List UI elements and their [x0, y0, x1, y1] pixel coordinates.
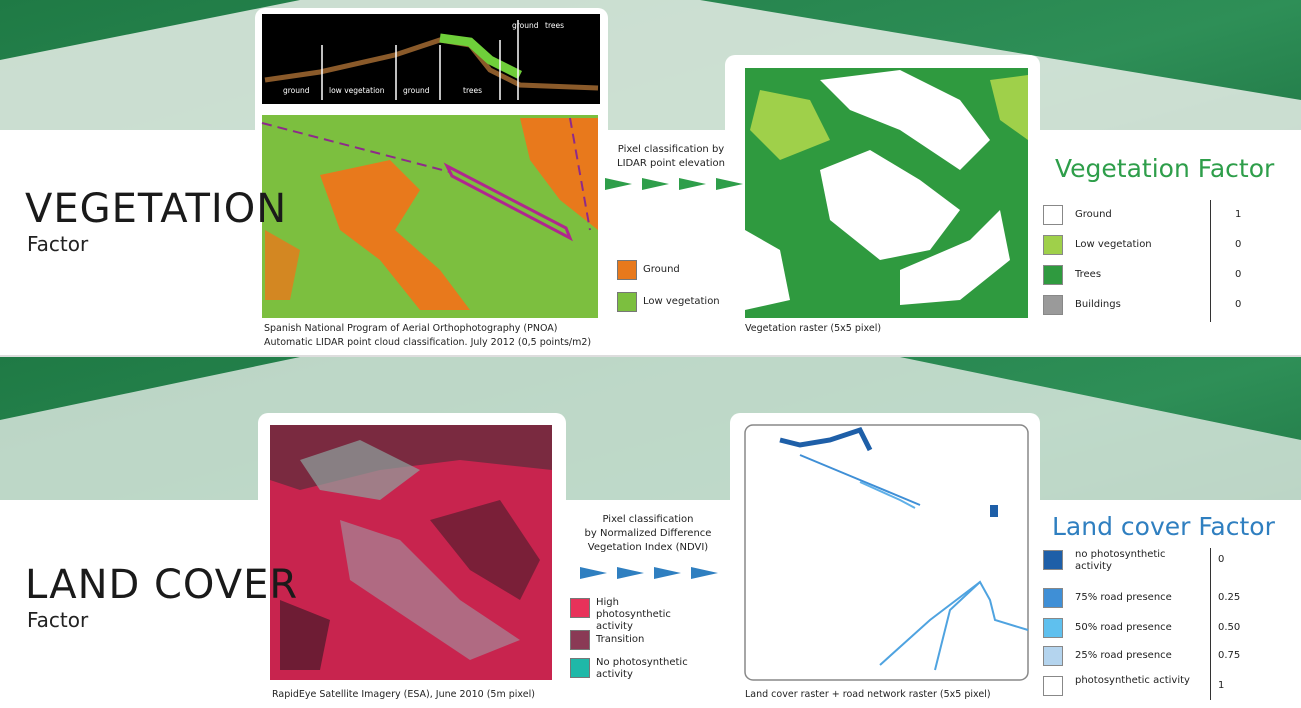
lidar-label: trees: [545, 21, 564, 30]
factor-title: Vegetation Factor: [1055, 154, 1275, 183]
legend-label: Low vegetation: [643, 296, 720, 307]
classification-note: by Normalized Difference: [584, 528, 712, 539]
factor-label: 75% road presence: [1075, 592, 1172, 603]
factor-value: 0.75: [1218, 650, 1241, 661]
lidar-label: low vegetation: [329, 86, 385, 95]
section-title: LAND COVER: [25, 562, 299, 608]
factor-value: 0: [1235, 299, 1242, 310]
legend-swatch: [617, 292, 637, 312]
factor-value: 0: [1235, 239, 1242, 250]
factor-value: 0: [1218, 554, 1225, 565]
legend-swatch: [570, 658, 590, 678]
factor-swatch: [1043, 205, 1063, 225]
divider: [1210, 548, 1211, 700]
legend-label: Transition: [596, 634, 645, 645]
factor-label: 50% road presence: [1075, 622, 1172, 633]
factor-swatch: [1043, 646, 1063, 666]
factor-label: photosynthetic activity: [1075, 675, 1190, 686]
factor-title: Land cover Factor: [1052, 512, 1275, 541]
lidar-label: trees: [463, 86, 482, 95]
caption: Vegetation raster (5x5 pixel): [745, 323, 882, 334]
classification-note: Pixel classification: [602, 514, 694, 525]
factor-swatch: [1043, 550, 1063, 570]
classification-note: Vegetation Index (NDVI): [587, 542, 709, 553]
factor-label: Ground: [1075, 209, 1112, 220]
legend-swatch: [570, 630, 590, 650]
factor-label: 25% road presence: [1075, 650, 1172, 661]
factor-swatch: [1043, 588, 1063, 608]
factor-label: Buildings: [1075, 299, 1121, 310]
lidar-label: ground: [403, 86, 430, 95]
legend-swatch: [570, 598, 590, 618]
legend-label: High photosynthetic activity: [596, 597, 671, 632]
section-subtitle: Factor: [27, 232, 89, 256]
caption: Automatic LIDAR point cloud classificati…: [264, 337, 592, 348]
factor-swatch: [1043, 235, 1063, 255]
factor-value: 0.25: [1218, 592, 1241, 603]
factor-label: no photosynthetic activity: [1075, 549, 1166, 572]
factor-value: 0.50: [1218, 622, 1241, 633]
caption: Spanish National Program of Aerial Ortho…: [264, 323, 558, 334]
legend-swatch: [617, 260, 637, 280]
factor-value: 0: [1235, 269, 1242, 280]
section-title: VEGETATION: [25, 186, 288, 232]
factor-swatch: [1043, 295, 1063, 315]
classification-note: Pixel classification by: [617, 144, 725, 155]
factor-swatch: [1043, 676, 1063, 696]
section-subtitle: Factor: [27, 608, 89, 632]
factor-swatch: [1043, 265, 1063, 285]
classification-note: LIDAR point elevation: [617, 158, 725, 169]
factor-swatch: [1043, 618, 1063, 638]
caption: RapidEye Satellite Imagery (ESA), June 2…: [272, 689, 535, 700]
factor-label: Trees: [1075, 269, 1102, 280]
legend-label: Ground: [643, 264, 680, 275]
lidar-label: ground: [512, 21, 539, 30]
factor-value: 1: [1218, 680, 1225, 691]
factor-value: 1: [1235, 209, 1242, 220]
caption: Land cover raster + road network raster …: [745, 689, 991, 700]
factor-label: Low vegetation: [1075, 239, 1152, 250]
divider: [1210, 200, 1211, 322]
legend-label: No photosynthetic activity: [596, 657, 688, 680]
lidar-label: ground: [283, 86, 310, 95]
